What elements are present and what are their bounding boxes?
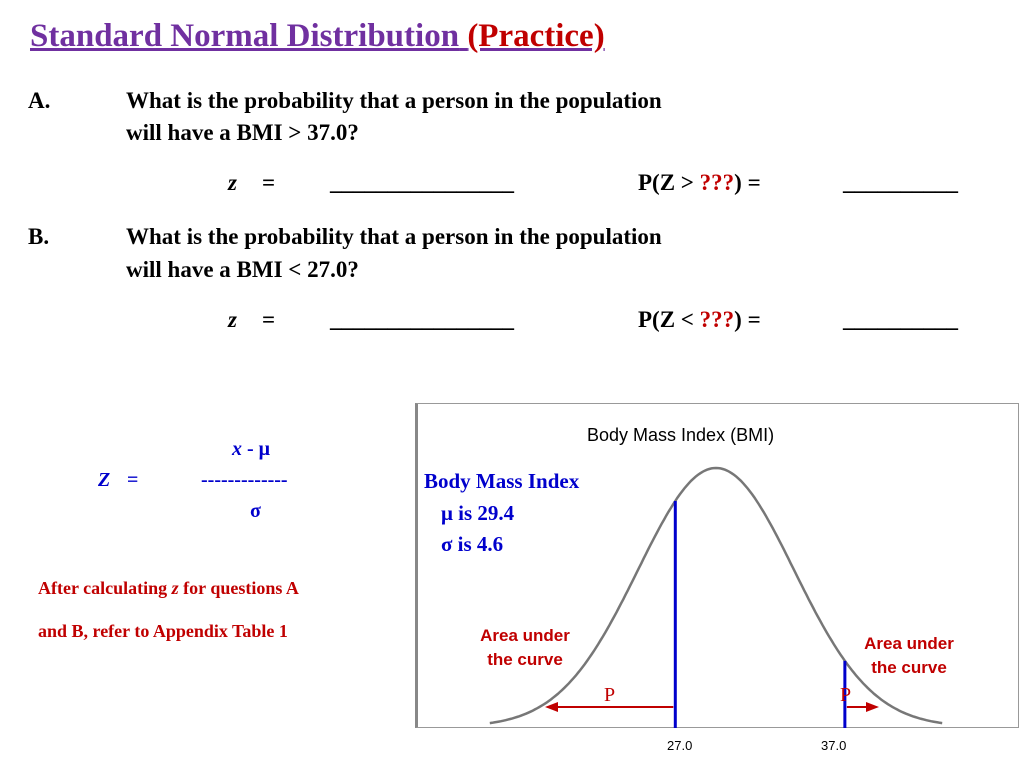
chart-title: Body Mass Index (BMI) [587,425,775,445]
p-arrowhead-left [545,702,558,712]
question-a-z-blank: ________________ [330,170,514,195]
question-b-letter: B. [28,224,50,249]
formula-denominator: σ [250,500,261,522]
question-b-probability: P(Z < ???) = [638,307,761,333]
formula-lhs: Z [98,469,111,491]
question-a-z-symbol: z [228,170,237,195]
p-label-right: P [840,684,852,706]
tick-label-27: 27.0 [667,738,693,753]
page-title: Standard Normal Distribution (Practice) [30,18,605,55]
area-label-left-line1: Area under [480,626,570,645]
bmi-legend-mean: μ is 29.4 [441,501,515,525]
p-label-left: P [604,684,616,706]
area-label-left-line2: the curve [487,650,563,669]
area-label-right-line2: the curve [871,658,947,677]
area-label-right: Area under the curve [853,634,965,678]
question-a-p-suffix: ) = [734,170,761,195]
normal-curve [489,466,943,725]
question-a-p-unknown: ??? [699,170,735,195]
title-accent: (Practice) [467,18,605,54]
title-main: Standard Normal Distribution [30,18,460,54]
chart-frame [415,403,1019,728]
area-label-right-line1: Area under [864,634,954,653]
tick-label-37: 37.0 [821,738,847,753]
formula-minus-mu: - μ [242,438,270,460]
question-b-equals: = [262,307,276,332]
question-a-equals: = [262,170,276,195]
question-b-line1: What is the probability that a person in… [126,224,662,249]
question-b-p-blank: __________ [843,307,958,332]
area-label-left: Area under the curve [470,626,580,670]
question-a-letter: A. [28,88,51,113]
formula-equals: = [127,469,139,491]
question-b-z-blank: ________________ [330,307,514,332]
bmi-legend-sd: σ is 4.6 [441,532,504,556]
question-a-probability: P(Z > ???) = [638,170,761,196]
formula-fraction-bar: ------------- [201,469,288,491]
question-a-line2: will have a BMI > 37.0? [126,120,359,145]
question-b-p-prefix: P(Z < [638,307,694,332]
note-z: z [171,578,179,598]
question-a-p-prefix: P(Z > [638,170,694,195]
formula-x: x [232,438,242,460]
p-arrowhead-right [866,702,879,712]
question-b-line2: will have a BMI < 27.0? [126,257,359,282]
note-post: for questions A [178,578,299,598]
question-b-p-unknown: ??? [699,307,735,332]
note-line2: and B, refer to Appendix Table 1 [38,621,288,641]
question-a-p-blank: __________ [843,170,958,195]
question-b-z-symbol: z [228,307,237,332]
question-b-p-suffix: ) = [734,307,761,332]
formula-numerator: x - μ [232,438,270,461]
note-line1: After calculating z for questions A [38,578,299,599]
bmi-legend-name: Body Mass Index [424,469,580,493]
note-pre: After calculating [38,578,172,598]
question-a-line1: What is the probability that a person in… [126,88,662,113]
